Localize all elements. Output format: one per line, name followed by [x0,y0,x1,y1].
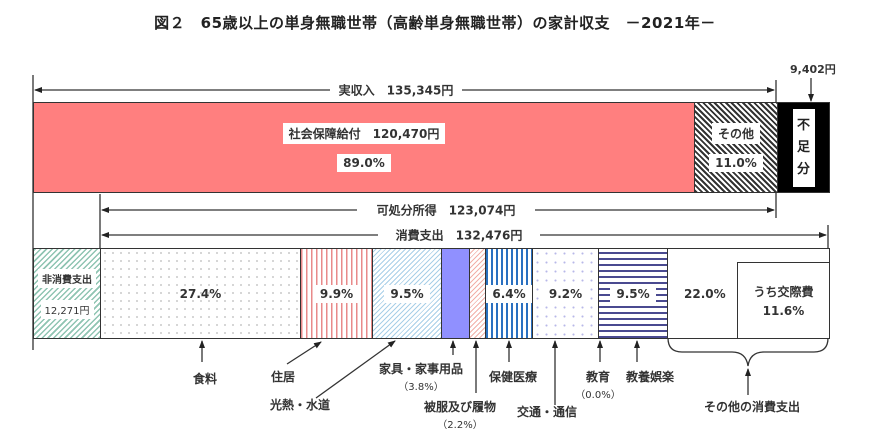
label-utilities: 光熱・水道 [269,398,331,412]
label-healthcare: 保健医療 [488,370,538,384]
utilities-pct: 9.5% [384,284,430,303]
segment-social-security: 社会保障給付 120,470円 89.0% [34,103,695,192]
chart-title: 図２ 65歳以上の単身無職世帯（高齢単身無職世帯）の家計収支 －2021年－ [154,14,716,32]
shortfall-char: 不 [796,117,810,133]
other-income-label: その他 [711,123,760,144]
shortfall-label: 不 足 分 [792,108,815,187]
label-education-pct: （0.0%） [575,390,621,401]
other-consumption-pct: 22.0% [684,286,726,301]
recreation-pct: 9.5% [610,284,656,303]
label-transport: 交通・通信 [516,405,578,419]
label-furniture: 家具・家事用品 [378,362,464,376]
entertainment-pct: 11.6% [762,304,805,318]
social-security-label: 社会保障給付 120,470円 [282,123,446,144]
entertainment-label: うち交際費 [753,285,814,299]
segment-housing: 9.9% [301,249,373,338]
segment-healthcare: 6.4% [486,249,533,338]
segment-transport: 9.2% [533,249,599,338]
label-clothing-pct: （2.2%） [437,420,483,431]
label-other-consumption: その他の消費支出 [703,400,801,414]
segment-clothing [470,249,486,338]
spending-bar: 非消費支出 12,271円 27.4% 9.9% 9.5% 6.4% 9.2% … [33,248,830,339]
social-security-pct: 89.0% [337,154,391,172]
entertainment-subbox: うち交際費 11.6% [737,262,829,338]
housing-pct: 9.9% [313,284,360,303]
other-income-pct: 11.0% [709,154,763,172]
label-clothing: 被服及び履物 [423,400,497,414]
food-pct: 27.4% [179,286,222,301]
label-education: 教育 [585,370,611,384]
non-consumption-label: 非消費支出 [38,268,96,288]
label-recreation: 教養娯楽 [625,370,675,384]
non-consumption-amount: 12,271円 [40,299,94,319]
shortfall-char: 分 [796,161,810,177]
segment-other-consumption: 22.0% うち交際費 11.6% [668,249,829,338]
disposable-income-label: 可処分所得 123,074円 [370,201,522,219]
healthcare-pct: 6.4% [486,284,532,303]
label-food: 食料 [192,372,218,386]
shortfall-amount: 9,402円 [790,63,836,76]
consumption-label: 消費支出 132,476円 [389,226,529,244]
real-income-label: 実収入 135,345円 [332,81,460,99]
income-bar: 社会保障給付 120,470円 89.0% その他 11.0% 不 足 分 [33,102,830,193]
segment-other-income: その他 11.0% [695,103,778,192]
segment-food: 27.4% [101,249,301,338]
segment-recreation: 9.5% [599,249,668,338]
segment-shortfall: 不 足 分 [778,103,829,192]
label-housing: 住居 [270,370,296,384]
shortfall-char: 足 [796,139,810,155]
transport-pct: 9.2% [542,284,589,303]
segment-utilities: 9.5% [373,249,442,338]
segment-non-consumption: 非消費支出 12,271円 [34,249,101,338]
segment-furniture [442,249,470,338]
label-furniture-pct: （3.8%） [398,382,444,393]
